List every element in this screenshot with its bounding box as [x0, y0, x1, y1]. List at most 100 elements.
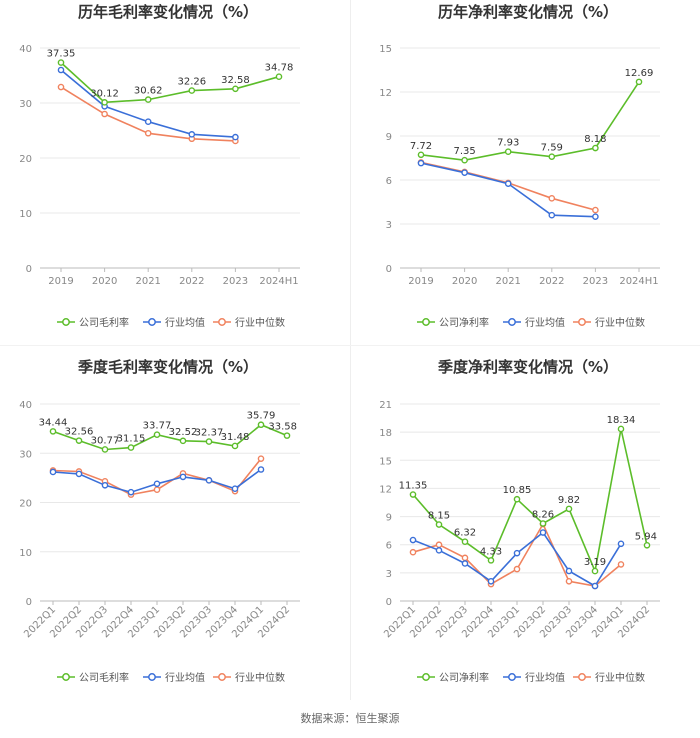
- y-tick-label: 12: [379, 88, 392, 99]
- y-tick-label: 9: [386, 132, 392, 143]
- data-point-industry_median: [409, 548, 417, 556]
- data-point-industry_avg: [513, 549, 521, 557]
- series-line-company: [52, 423, 288, 451]
- x-tick-label: 2021: [495, 276, 520, 287]
- y-tick-label: 0: [386, 597, 392, 608]
- data-point-company: [275, 73, 283, 81]
- legend-label-industry_median: 行业中位数: [595, 671, 645, 684]
- data-label: 34.78: [265, 63, 294, 74]
- x-tick-label: 2023: [223, 276, 248, 287]
- data-point-company: [461, 156, 468, 164]
- data-point-industry_avg: [49, 468, 57, 476]
- data-point-industry_avg: [179, 473, 187, 481]
- legend-label-industry_avg: 行业均值: [525, 316, 565, 329]
- legend-marker-industry_median: [578, 318, 586, 326]
- data-point-company: [232, 85, 239, 93]
- series-industry_avg: [49, 466, 265, 496]
- data-label: 3.19: [584, 557, 606, 568]
- data-point-company: [643, 541, 651, 549]
- data-point-industry_avg: [592, 213, 599, 220]
- series-line-company: [60, 62, 280, 104]
- series-line-company: [420, 81, 640, 162]
- legend-label-industry_avg: 行业均值: [165, 316, 205, 329]
- data-label: 7.35: [453, 146, 475, 157]
- data-label: 37.35: [47, 49, 76, 60]
- chart-panel-1: 历年毛利率变化情况（%） 0 10 20 30 40 2019 2020 2021 2022 202…: [19, 3, 300, 329]
- legend: 公司毛利率 行业均值 行业中位数: [57, 671, 285, 684]
- chart-panel-3: 季度毛利率变化情况（%）0102030402022Q12022Q22022Q32…: [19, 358, 300, 684]
- series-industry_avg: [57, 66, 239, 141]
- legend: 公司净利率 行业均值 行业中位数: [417, 316, 645, 329]
- legend-marker-company: [422, 318, 430, 326]
- legend-label-company: 公司净利率: [439, 316, 489, 329]
- x-tick-label: 2024H1: [259, 276, 298, 287]
- data-point-industry_avg: [617, 540, 625, 548]
- chart-panel-2: 历年净利率变化情况（%） 0 3 6 9 12 15 2019 2020 2021 2022 2023…: [379, 3, 660, 329]
- legend-marker-industry_avg: [148, 318, 156, 326]
- data-point-industry_avg: [565, 567, 573, 575]
- data-point-industry_avg: [461, 169, 468, 176]
- data-point-company: [592, 144, 599, 152]
- legend-marker-company: [62, 673, 70, 681]
- data-label: 12.69: [625, 68, 654, 79]
- data-point-company: [153, 431, 161, 438]
- data-point-company: [504, 148, 512, 155]
- data-point-company: [417, 151, 425, 159]
- y-tick-label: 40: [19, 400, 32, 411]
- data-point-company: [283, 432, 291, 439]
- data-label: 30.12: [90, 88, 119, 99]
- data-point-company: [231, 442, 239, 450]
- x-tick-label: 2024H1: [619, 276, 658, 287]
- data-label: 32.58: [221, 75, 250, 86]
- series-industry_avg: [409, 529, 625, 590]
- y-tick-label: 9: [386, 513, 392, 524]
- data-point-industry_avg: [539, 529, 547, 536]
- data-point-industry_median: [592, 206, 599, 214]
- legend-marker-industry_median: [218, 318, 226, 326]
- y-tick-label: 21: [379, 400, 392, 411]
- y-tick-label: 30: [19, 99, 32, 110]
- data-label: 32.56: [65, 427, 94, 438]
- data-point-company: [179, 437, 187, 445]
- legend-marker-company: [62, 318, 70, 326]
- legend-marker-industry_avg: [508, 318, 516, 326]
- data-label: 7.59: [541, 143, 563, 154]
- data-point-industry_avg: [231, 485, 239, 493]
- legend-label-company: 公司净利率: [439, 671, 489, 684]
- y-tick-label: 0: [26, 264, 32, 275]
- data-label: 10.85: [503, 485, 532, 496]
- data-label: 30.62: [134, 86, 163, 97]
- data-label: 33.58: [268, 422, 297, 433]
- data-point-industry_median: [513, 565, 521, 573]
- y-tick-label: 15: [379, 44, 392, 55]
- series-company: [409, 425, 651, 575]
- legend-label-company: 公司毛利率: [79, 316, 129, 329]
- y-tick-label: 10: [19, 548, 32, 559]
- data-label: 7.72: [410, 141, 432, 152]
- x-tick-label: 2019: [48, 276, 73, 287]
- data-point-company: [205, 438, 213, 445]
- data-label: 8.15: [428, 511, 450, 522]
- data-point-industry_median: [565, 578, 573, 585]
- data-point-company: [127, 444, 135, 451]
- series-line-industry_avg: [420, 162, 596, 218]
- y-tick-label: 6: [386, 176, 392, 187]
- data-point-industry_avg: [435, 547, 443, 554]
- series-industry_avg: [417, 159, 599, 220]
- data-label: 32.37: [195, 428, 224, 439]
- legend: 公司净利率 行业均值 行业中位数: [417, 671, 645, 684]
- chart-title: 季度净利率变化情况（%）: [438, 358, 618, 376]
- legend: 公司毛利率 行业均值 行业中位数: [57, 316, 285, 329]
- data-label: 11.35: [399, 481, 428, 492]
- y-tick-label: 0: [26, 597, 32, 608]
- data-point-industry_avg: [504, 180, 512, 187]
- data-label: 6.32: [454, 528, 476, 539]
- data-point-company: [635, 78, 643, 86]
- legend-marker-industry_median: [218, 673, 226, 681]
- legend-label-industry_avg: 行业均值: [165, 671, 205, 684]
- data-point-industry_avg: [461, 560, 469, 567]
- data-point-company: [257, 421, 265, 429]
- data-point-industry_avg: [257, 466, 265, 473]
- series-company: [57, 59, 283, 106]
- series-industry_median: [49, 455, 265, 498]
